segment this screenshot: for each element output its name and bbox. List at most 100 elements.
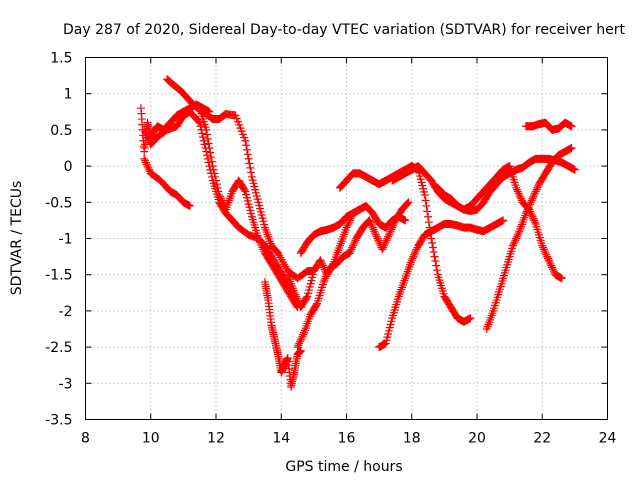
data-point xyxy=(141,158,150,167)
data-point xyxy=(143,133,152,142)
data-point xyxy=(512,232,521,241)
data-point xyxy=(242,145,251,154)
data-point xyxy=(202,125,211,134)
data-point xyxy=(294,341,303,350)
data-point xyxy=(141,156,150,165)
data-point xyxy=(404,198,413,207)
data-point xyxy=(402,200,411,209)
data-point xyxy=(380,239,389,248)
data-point xyxy=(370,227,379,236)
data-point xyxy=(512,183,521,192)
data-point xyxy=(382,236,391,245)
x-tick-label: 14 xyxy=(272,431,290,447)
data-point xyxy=(349,241,358,250)
data-point xyxy=(368,223,377,232)
data-point xyxy=(533,183,542,192)
data-point xyxy=(318,261,327,270)
y-tick-label: -1.5 xyxy=(45,268,72,284)
data-point xyxy=(369,225,378,234)
data-point xyxy=(345,248,354,257)
data-point xyxy=(509,239,518,248)
data-point xyxy=(539,245,548,254)
data-point xyxy=(531,187,540,196)
data-point xyxy=(319,277,328,286)
data-point xyxy=(508,241,517,250)
data-point xyxy=(312,301,321,310)
data-point xyxy=(142,160,151,169)
data-point xyxy=(385,229,394,238)
data-point xyxy=(324,267,333,276)
x-tick-label: 12 xyxy=(207,431,225,447)
data-point xyxy=(198,129,207,138)
data-point xyxy=(293,296,302,305)
y-tick-label: -3 xyxy=(59,376,73,392)
data-points xyxy=(136,75,579,391)
data-point xyxy=(549,267,558,276)
data-point xyxy=(530,191,539,200)
data-point xyxy=(207,157,216,166)
data-point xyxy=(243,150,252,159)
data-series xyxy=(296,205,364,257)
data-point xyxy=(141,127,150,136)
data-point xyxy=(355,205,364,214)
y-tick-label: 0.5 xyxy=(50,123,72,139)
data-point xyxy=(371,229,380,238)
data-point xyxy=(323,268,332,277)
data-point xyxy=(320,276,329,285)
data-point xyxy=(214,187,223,196)
data-point xyxy=(388,221,397,230)
data-point xyxy=(530,218,539,227)
data-point xyxy=(427,234,436,243)
data-point xyxy=(296,335,305,344)
data-point xyxy=(388,223,397,232)
data-point xyxy=(217,196,226,205)
data-point xyxy=(543,254,552,263)
data-point xyxy=(291,292,300,301)
data-point xyxy=(240,186,249,195)
data-point xyxy=(366,218,375,227)
data-point xyxy=(216,194,225,203)
data-point xyxy=(548,265,557,274)
data-point xyxy=(545,258,554,267)
data-point xyxy=(386,227,395,236)
data-point xyxy=(344,220,353,229)
data-point xyxy=(423,207,432,216)
data-point xyxy=(428,243,437,252)
data-point xyxy=(379,243,388,252)
data-point xyxy=(349,239,358,248)
data-point xyxy=(204,139,213,148)
data-point xyxy=(542,250,551,259)
data-point xyxy=(389,220,398,229)
data-point xyxy=(203,130,212,139)
data-point xyxy=(383,234,392,243)
data-point xyxy=(430,252,439,261)
data-point xyxy=(296,337,305,346)
grid-lines xyxy=(85,57,608,420)
data-point xyxy=(302,293,311,302)
data-point xyxy=(387,225,396,234)
data-point xyxy=(242,141,251,150)
data-series xyxy=(375,216,508,352)
data-point xyxy=(381,238,390,247)
data-point xyxy=(366,220,375,229)
data-point xyxy=(424,218,433,227)
y-tick-label: -3.5 xyxy=(45,413,72,429)
data-point xyxy=(292,294,301,303)
data-point xyxy=(567,122,576,131)
data-point xyxy=(213,183,222,192)
y-tick-label: -1 xyxy=(59,232,73,248)
x-tick-label: 8 xyxy=(81,431,90,447)
data-point xyxy=(525,201,534,210)
data-point xyxy=(384,232,393,241)
data-point xyxy=(209,165,218,174)
data-point xyxy=(212,176,220,185)
data-point xyxy=(424,212,433,221)
y-tick-label: 0 xyxy=(64,159,73,175)
data-point xyxy=(216,192,225,201)
data-point xyxy=(543,252,552,261)
data-point xyxy=(429,248,438,257)
data-point xyxy=(198,133,207,142)
data-point xyxy=(530,216,539,225)
data-point xyxy=(514,229,523,238)
